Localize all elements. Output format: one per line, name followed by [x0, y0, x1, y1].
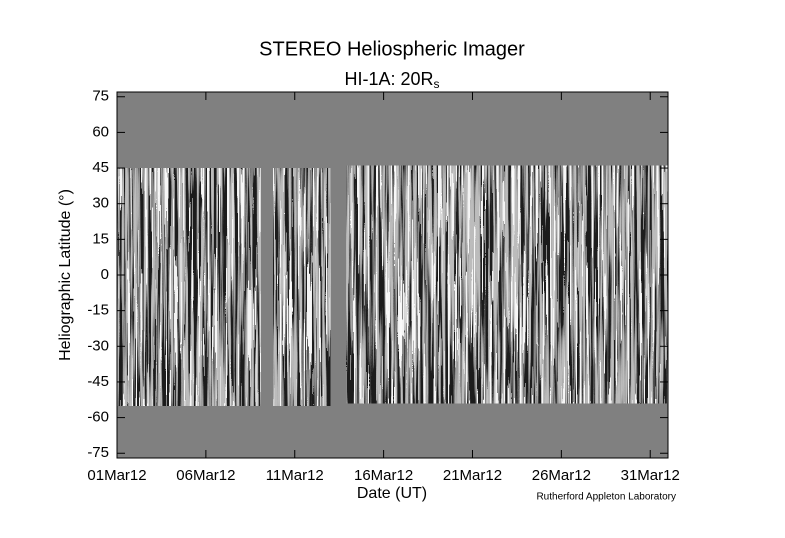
x-tick-label: 31Mar12: [621, 467, 680, 484]
chart-title: STEREO Heliospheric Imager: [259, 38, 525, 60]
x-tick-label: 26Mar12: [532, 467, 591, 484]
y-tick-label: 30: [92, 195, 109, 212]
x-tick-label: 06Mar12: [176, 467, 235, 484]
x-tick-label: 11Mar12: [266, 467, 324, 484]
y-tick-label: -30: [87, 337, 109, 354]
x-axis-label: Date (UT): [357, 485, 427, 502]
x-tick-label: 01Mar12: [87, 467, 146, 484]
chart-subtitle: HI-1A: 20Rs: [344, 69, 439, 91]
y-tick-label: 60: [92, 123, 109, 140]
y-tick-label: 0: [101, 266, 109, 283]
credit: Rutherford Appleton Laboratory: [536, 492, 676, 503]
y-tick-label: 75: [92, 88, 109, 105]
subtitle-text: HI-1A: 20R: [344, 69, 433, 89]
coverage-block: [273, 168, 331, 406]
y-axis-label: Heliographic Latitude (°): [57, 189, 74, 361]
subtitle-subscript: s: [434, 77, 440, 91]
y-tick-label: 15: [92, 230, 109, 247]
y-tick-label: -45: [87, 373, 109, 390]
y-tick-label: -60: [87, 409, 109, 426]
y-tick-label: -15: [87, 302, 109, 319]
x-tick-label: 21Mar12: [443, 467, 502, 484]
coverage-block: [117, 168, 261, 406]
y-tick-label: 45: [92, 159, 109, 176]
coverage-block: [346, 165, 668, 404]
y-tick-label: -75: [87, 444, 109, 461]
x-tick-label: 16Mar12: [354, 467, 413, 484]
